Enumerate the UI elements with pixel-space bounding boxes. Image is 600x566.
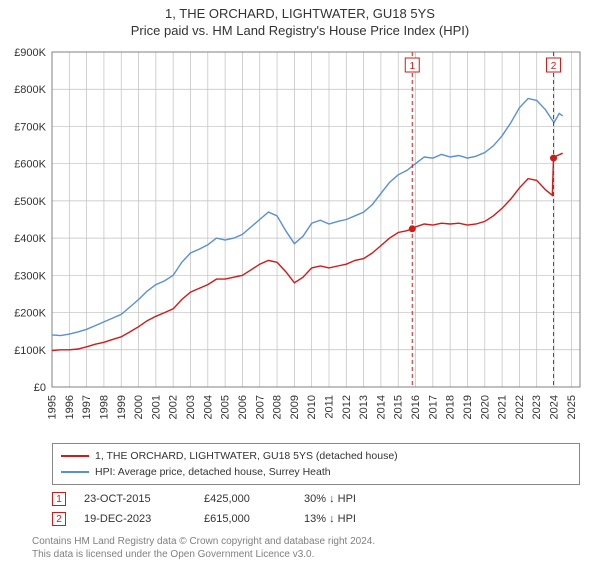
event-marker-box: 1 bbox=[52, 492, 66, 506]
svg-text:2009: 2009 bbox=[289, 395, 301, 419]
footer-attribution: Contains HM Land Registry data © Crown c… bbox=[32, 535, 580, 561]
svg-text:2008: 2008 bbox=[272, 395, 284, 419]
svg-text:1998: 1998 bbox=[98, 395, 110, 419]
svg-text:£0: £0 bbox=[34, 382, 46, 394]
event-marker-box: 2 bbox=[52, 512, 66, 526]
legend-item: 1, THE ORCHARD, LIGHTWATER, GU18 5YS (de… bbox=[61, 448, 571, 464]
svg-text:2014: 2014 bbox=[375, 395, 387, 419]
svg-text:2000: 2000 bbox=[133, 395, 145, 419]
svg-text:2015: 2015 bbox=[393, 395, 405, 419]
event-row: 1 23-OCT-2015£425,00030% ↓ HPI bbox=[52, 489, 580, 509]
svg-text:£900K: £900K bbox=[14, 47, 46, 59]
svg-text:2002: 2002 bbox=[168, 395, 180, 419]
svg-text:2020: 2020 bbox=[479, 395, 491, 419]
svg-text:2012: 2012 bbox=[341, 395, 353, 419]
event-date: 19-DEC-2023 bbox=[84, 513, 204, 525]
svg-text:£200K: £200K bbox=[14, 308, 46, 320]
svg-text:2024: 2024 bbox=[549, 395, 561, 419]
svg-text:2017: 2017 bbox=[427, 395, 439, 419]
title-line-1: 1, THE ORCHARD, LIGHTWATER, GU18 5YS bbox=[0, 6, 600, 21]
svg-text:£700K: £700K bbox=[14, 121, 46, 133]
line-chart-svg: £0 £100K £200K £300K £400K £500K £600K £700K £80… bbox=[0, 42, 600, 437]
svg-text:2023: 2023 bbox=[531, 395, 543, 419]
title-line-2: Price paid vs. HM Land Registry's House … bbox=[0, 23, 600, 38]
event-row: 2 19-DEC-2023£615,00013% ↓ HPI bbox=[52, 509, 580, 529]
footer-line-1: Contains HM Land Registry data © Crown c… bbox=[32, 535, 580, 548]
svg-text:2003: 2003 bbox=[185, 395, 197, 419]
svg-text:2006: 2006 bbox=[237, 395, 249, 419]
footer-line-2: This data is licensed under the Open Gov… bbox=[32, 548, 580, 561]
legend-item: HPI: Average price, detached house, Surr… bbox=[61, 464, 571, 480]
event-date: 23-OCT-2015 bbox=[84, 493, 204, 505]
event-price: £615,000 bbox=[204, 513, 304, 525]
svg-text:£600K: £600K bbox=[14, 159, 46, 171]
svg-text:2013: 2013 bbox=[358, 395, 370, 419]
svg-text:£300K: £300K bbox=[14, 270, 46, 282]
svg-text:£400K: £400K bbox=[14, 233, 46, 245]
svg-text:2018: 2018 bbox=[445, 395, 457, 419]
svg-text:2011: 2011 bbox=[324, 395, 336, 419]
svg-text:1995: 1995 bbox=[47, 395, 59, 419]
svg-text:1: 1 bbox=[409, 61, 415, 72]
svg-text:1996: 1996 bbox=[64, 395, 76, 419]
svg-text:2016: 2016 bbox=[410, 395, 422, 419]
legend-label: 1, THE ORCHARD, LIGHTWATER, GU18 5YS (de… bbox=[95, 450, 398, 462]
svg-text:2010: 2010 bbox=[306, 395, 318, 419]
event-diff: 30% ↓ HPI bbox=[304, 493, 404, 505]
svg-text:2022: 2022 bbox=[514, 395, 526, 419]
svg-text:2021: 2021 bbox=[497, 395, 509, 419]
svg-text:2001: 2001 bbox=[150, 395, 162, 419]
svg-text:2004: 2004 bbox=[202, 395, 214, 419]
legend: 1, THE ORCHARD, LIGHTWATER, GU18 5YS (de… bbox=[52, 443, 580, 485]
svg-text:1999: 1999 bbox=[116, 395, 128, 419]
event-diff: 13% ↓ HPI bbox=[304, 513, 404, 525]
svg-text:2005: 2005 bbox=[220, 395, 232, 419]
svg-text:£800K: £800K bbox=[14, 84, 46, 96]
legend-swatch bbox=[61, 455, 89, 457]
event-price: £425,000 bbox=[204, 493, 304, 505]
svg-text:2019: 2019 bbox=[462, 395, 474, 419]
svg-text:£100K: £100K bbox=[14, 345, 46, 357]
svg-text:1997: 1997 bbox=[81, 395, 93, 419]
legend-swatch bbox=[61, 471, 89, 473]
legend-label: HPI: Average price, detached house, Surr… bbox=[95, 466, 331, 478]
svg-text:2025: 2025 bbox=[566, 395, 578, 419]
chart-area: £0 £100K £200K £300K £400K £500K £600K £700K £80… bbox=[0, 42, 600, 437]
svg-text:2: 2 bbox=[551, 61, 557, 72]
svg-text:£500K: £500K bbox=[14, 196, 46, 208]
svg-text:2007: 2007 bbox=[254, 395, 266, 419]
event-table: 1 23-OCT-2015£425,00030% ↓ HPI 2 19-DEC-202… bbox=[52, 489, 580, 529]
